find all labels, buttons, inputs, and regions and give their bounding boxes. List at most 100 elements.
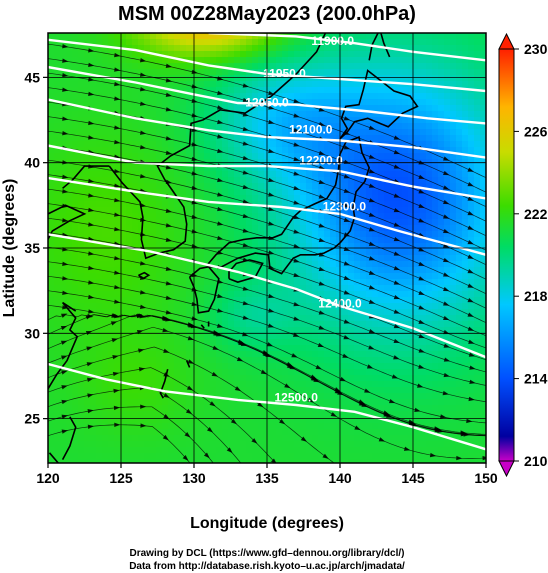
field-cell — [258, 405, 265, 412]
field-cell — [402, 333, 409, 340]
field-cell — [60, 417, 67, 424]
field-cell — [432, 387, 439, 394]
field-cell — [396, 99, 403, 106]
field-cell — [90, 297, 97, 304]
field-cell — [72, 225, 79, 232]
field-cell — [234, 45, 241, 52]
field-cell — [48, 309, 55, 316]
field-cell — [402, 255, 409, 262]
field-cell — [444, 255, 451, 262]
field-cell — [258, 315, 265, 322]
field-cell — [408, 309, 415, 316]
field-cell — [240, 297, 247, 304]
field-cell — [204, 171, 211, 178]
field-cell — [174, 207, 181, 214]
field-cell — [330, 87, 337, 94]
field-cell — [360, 459, 367, 463]
field-cell — [108, 429, 115, 436]
field-cell — [258, 45, 265, 52]
field-cell — [246, 285, 253, 292]
field-cell — [222, 429, 229, 436]
field-cell — [438, 267, 445, 274]
field-cell — [246, 423, 253, 430]
field-cell — [276, 63, 283, 70]
field-cell — [348, 177, 355, 184]
field-cell — [102, 261, 109, 268]
field-cell — [186, 231, 193, 238]
field-cell — [342, 63, 349, 70]
field-cell — [120, 255, 127, 262]
field-cell — [288, 255, 295, 262]
field-cell — [426, 213, 433, 220]
field-cell — [246, 441, 253, 448]
field-cell — [168, 183, 175, 190]
field-cell — [240, 399, 247, 406]
field-cell — [390, 411, 397, 418]
field-cell — [72, 243, 79, 250]
field-cell — [222, 447, 229, 454]
field-cell — [210, 81, 217, 88]
field-cell — [402, 381, 409, 388]
field-cell — [312, 255, 319, 262]
field-cell — [228, 381, 235, 388]
field-cell — [348, 369, 355, 376]
field-cell — [306, 51, 313, 58]
field-cell — [198, 267, 205, 274]
field-cell — [396, 441, 403, 448]
field-cell — [90, 243, 97, 250]
field-cell — [186, 273, 193, 280]
field-cell — [300, 351, 307, 358]
field-cell — [450, 63, 457, 70]
field-cell — [414, 291, 421, 298]
field-cell — [348, 261, 355, 268]
field-cell — [252, 33, 259, 40]
field-cell — [276, 249, 283, 256]
field-cell — [246, 213, 253, 220]
field-cell — [138, 345, 145, 352]
field-cell — [222, 117, 229, 124]
field-cell — [192, 81, 199, 88]
field-cell — [108, 171, 115, 178]
field-cell — [198, 399, 205, 406]
field-cell — [444, 297, 451, 304]
field-cell — [444, 165, 451, 172]
field-cell — [414, 69, 421, 76]
field-cell — [156, 321, 163, 328]
field-cell — [402, 351, 409, 358]
field-cell — [246, 453, 253, 460]
field-cell — [240, 195, 247, 202]
field-cell — [324, 303, 331, 310]
field-cell — [282, 459, 289, 463]
field-cell — [222, 219, 229, 226]
field-cell — [366, 417, 373, 424]
field-cell — [450, 45, 457, 52]
field-cell — [438, 291, 445, 298]
field-cell — [198, 279, 205, 286]
field-cell — [54, 207, 61, 214]
field-cell — [462, 75, 469, 82]
field-cell — [252, 255, 259, 262]
field-cell — [228, 165, 235, 172]
field-cell — [144, 453, 151, 460]
field-cell — [348, 141, 355, 148]
field-cell — [48, 141, 55, 148]
field-cell — [300, 141, 307, 148]
field-cell — [144, 93, 151, 100]
field-cell — [120, 225, 127, 232]
field-cell — [414, 207, 421, 214]
field-cell — [120, 309, 127, 316]
field-cell — [330, 309, 337, 316]
field-cell — [438, 135, 445, 142]
field-cell — [234, 135, 241, 142]
field-cell — [216, 441, 223, 448]
field-cell — [240, 381, 247, 388]
field-cell — [180, 147, 187, 154]
field-cell — [414, 93, 421, 100]
field-cell — [360, 51, 367, 58]
field-cell — [156, 99, 163, 106]
field-cell — [48, 291, 55, 298]
field-cell — [336, 135, 343, 142]
field-cell — [156, 363, 163, 370]
field-cell — [306, 351, 313, 358]
field-cell — [384, 423, 391, 430]
